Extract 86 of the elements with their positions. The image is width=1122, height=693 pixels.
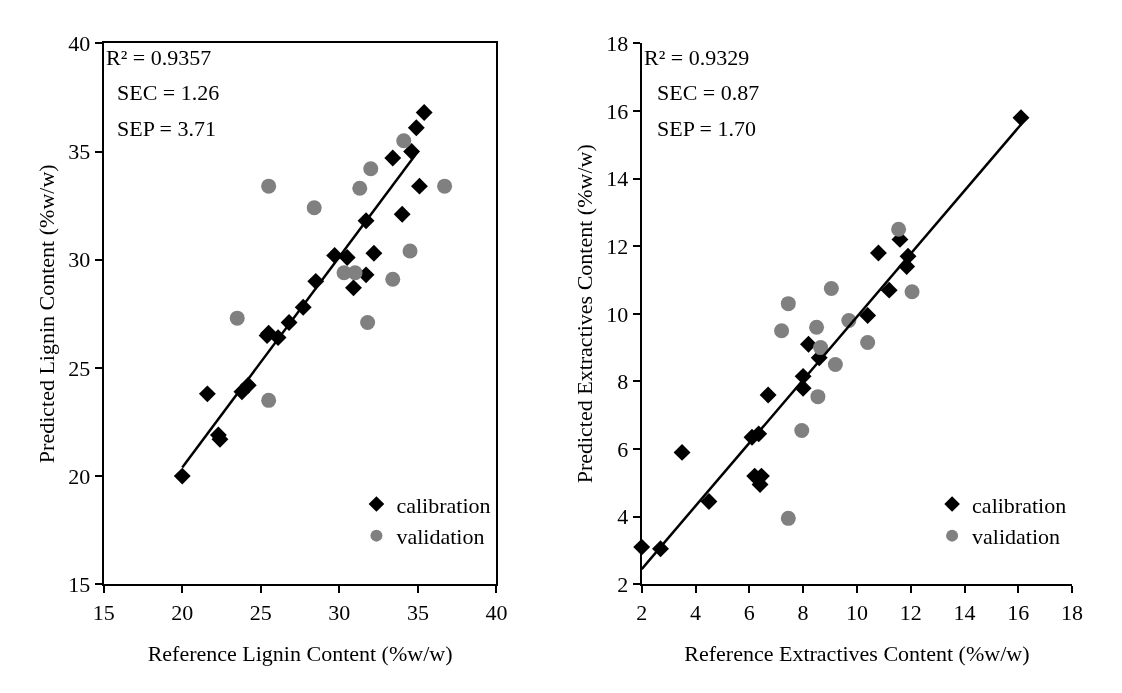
point (904, 284, 920, 300)
point (880, 281, 898, 299)
point (407, 119, 425, 137)
y-tick-label: 30 (68, 247, 91, 273)
point (809, 319, 825, 335)
y-tick-label: 35 (68, 139, 91, 165)
x-tick-label: 16 (1007, 599, 1030, 625)
point (261, 178, 277, 194)
point (860, 335, 876, 351)
annotation: SEC = 1.26 (117, 80, 220, 105)
point (780, 296, 796, 312)
point (813, 340, 829, 356)
point (415, 104, 433, 122)
point (827, 357, 843, 373)
y-tick-label: 18 (606, 31, 629, 57)
annotation: SEP = 1.70 (657, 116, 756, 141)
point (411, 177, 428, 195)
point (869, 244, 887, 262)
point (794, 422, 810, 438)
point (859, 307, 877, 324)
x-axis-title: Reference Extractives Content (%w/w) (684, 641, 1030, 667)
point (396, 133, 412, 149)
point (347, 265, 363, 281)
y-axis-title: Predicted Extractives Content (%w/w) (571, 144, 597, 484)
x-tick-label: 25 (249, 599, 272, 625)
legend-label: validation (972, 524, 1061, 550)
point (173, 467, 191, 485)
y-tick-label: 2 (617, 571, 629, 597)
point (198, 385, 216, 403)
point (673, 443, 691, 461)
point (810, 389, 826, 405)
point (261, 392, 277, 408)
point (437, 178, 453, 194)
point (365, 244, 383, 262)
y-tick-label: 10 (606, 301, 629, 327)
y-tick-label: 12 (606, 233, 629, 259)
point (891, 221, 907, 237)
y-tick-label: 6 (617, 436, 629, 462)
x-tick-label: 14 (953, 599, 976, 625)
point (345, 279, 362, 297)
annotation: SEC = 0.87 (657, 80, 760, 105)
point (338, 249, 356, 266)
point (384, 149, 402, 167)
y-tick-label: 8 (617, 369, 629, 395)
point (363, 161, 379, 177)
x-tick-label: 8 (797, 599, 809, 625)
point (352, 180, 368, 196)
y-tick-label: 20 (68, 463, 91, 489)
legend-label: validation (396, 524, 485, 550)
point (800, 335, 817, 353)
point (1012, 109, 1030, 127)
x-axis-title: Reference Lignin Content (%w/w) (147, 641, 453, 667)
point (700, 493, 718, 510)
x-tick-label: 15 (92, 599, 115, 625)
point (774, 323, 790, 339)
x-tick-label: 18 (1061, 599, 1084, 625)
annotation: SEP = 3.71 (117, 116, 216, 141)
y-tick-label: 40 (68, 31, 91, 57)
point (393, 205, 411, 223)
y-tick-label: 14 (606, 166, 629, 192)
x-tick-label: 12 (899, 599, 922, 625)
x-tick-label: 35 (406, 599, 429, 625)
point (780, 510, 796, 526)
x-tick-label: 10 (845, 599, 868, 625)
x-tick-label: 30 (328, 599, 351, 625)
y-axis-title: Predicted Lignin Content (%w/w) (33, 164, 59, 464)
y-tick-label: 15 (68, 571, 91, 597)
point (823, 280, 839, 296)
x-tick-label: 6 (743, 599, 755, 625)
point (402, 243, 418, 259)
point (306, 200, 322, 216)
legend-label: calibration (972, 492, 1067, 518)
point (385, 271, 401, 287)
x-tick-label: 2 (636, 599, 648, 625)
point (360, 314, 376, 330)
annotation: R² = 0.9357 (106, 45, 212, 70)
x-tick-label: 40 (485, 599, 508, 625)
y-tick-label: 16 (606, 98, 629, 124)
y-tick-label: 4 (617, 504, 629, 530)
point (759, 386, 777, 404)
point (229, 310, 245, 326)
y-tick-label: 25 (68, 355, 91, 381)
legend-label: calibration (396, 492, 491, 518)
x-tick-label: 20 (171, 599, 194, 625)
annotation: R² = 0.9329 (644, 45, 750, 70)
x-tick-label: 4 (690, 599, 701, 625)
